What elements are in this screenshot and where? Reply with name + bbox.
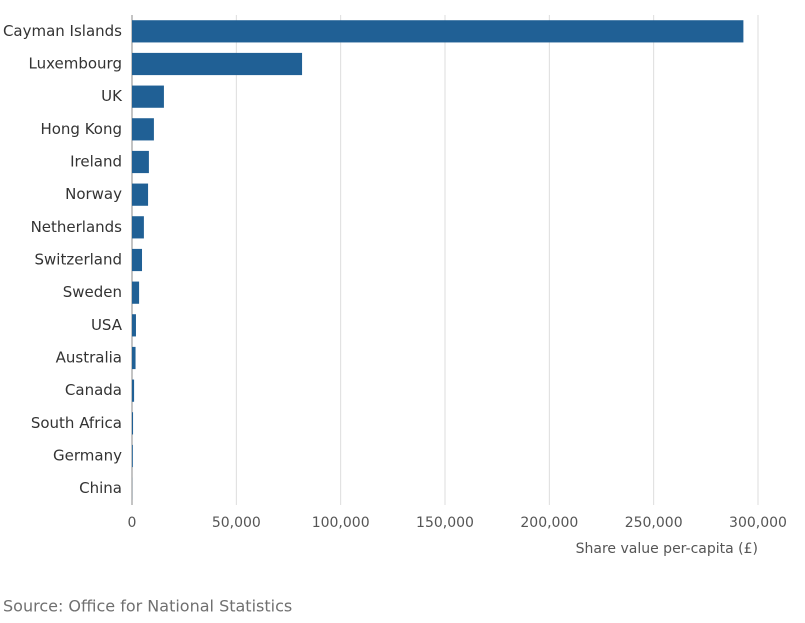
x-tick-label: 0: [128, 515, 137, 531]
bar: [132, 346, 136, 370]
y-tick-label: Hong Kong: [40, 120, 122, 138]
y-tick-label: Switzerland: [35, 251, 123, 269]
y-tick-label: Sweden: [63, 283, 122, 301]
bar: [132, 314, 136, 337]
source: Source: Office for National Statistics: [3, 597, 292, 616]
y-tick-label: Canada: [65, 381, 122, 399]
y-tick-label: Netherlands: [31, 218, 123, 236]
y-tick-label: Luxembourg: [29, 55, 123, 73]
y-tick-label: Norway: [65, 185, 122, 203]
y-tick-label: Cayman Islands: [3, 22, 122, 40]
y-tick-label: USA: [91, 316, 123, 334]
y-tick-label: UK: [101, 87, 123, 105]
bar: [132, 412, 134, 435]
x-tick-label: 300,000: [729, 515, 787, 531]
x-tick-label: 100,000: [312, 515, 370, 531]
y-tick-label: China: [79, 479, 122, 497]
y-tick-label: Australia: [56, 349, 122, 367]
bar: [132, 150, 149, 174]
bar: [132, 20, 744, 43]
x-tick-label: 200,000: [520, 515, 578, 531]
bar: [132, 444, 133, 468]
y-tick-label: Germany: [53, 447, 122, 465]
bar: [132, 52, 303, 76]
x-tick-label: 250,000: [625, 515, 683, 531]
bar: [132, 183, 149, 206]
bar: [132, 216, 144, 239]
y-tick-label: South Africa: [31, 414, 122, 432]
bar: [132, 85, 164, 108]
bar: [132, 379, 135, 402]
bar: [132, 118, 154, 141]
bar: [132, 248, 143, 272]
y-tick-label: Ireland: [70, 153, 122, 171]
bar: [132, 281, 140, 304]
x-tick-label: 150,000: [416, 515, 474, 531]
x-axis-label: Share value per-capita (£): [576, 541, 758, 557]
x-tick-label: 50,000: [212, 515, 261, 531]
